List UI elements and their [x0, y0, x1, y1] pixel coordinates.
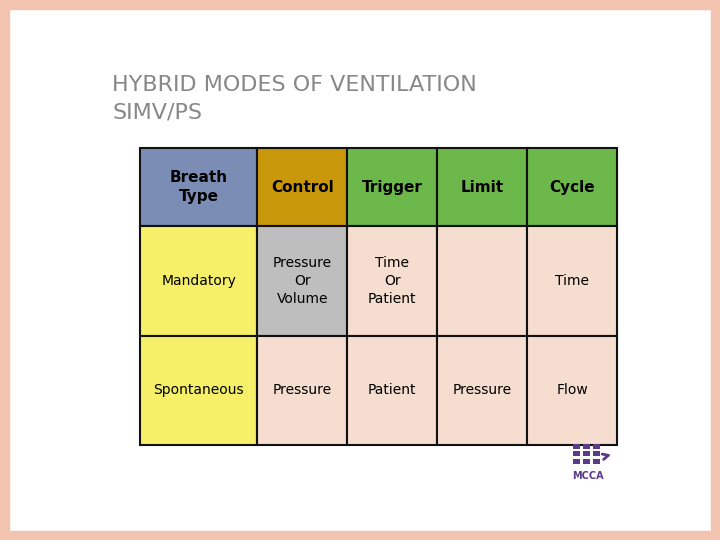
Text: HYBRID MODES OF VENTILATION: HYBRID MODES OF VENTILATION [112, 75, 477, 95]
Text: Time: Time [555, 274, 589, 288]
Bar [257, 336, 347, 446]
Bar [593, 451, 600, 456]
Text: Limit: Limit [461, 180, 504, 194]
Bar [572, 451, 580, 456]
Text: MCCA: MCCA [572, 471, 603, 482]
Text: Time
Or
Patient: Time Or Patient [368, 255, 416, 306]
Text: Cycle: Cycle [549, 180, 595, 194]
Bar [527, 336, 617, 446]
Text: Pressure: Pressure [273, 383, 332, 397]
Text: Mandatory: Mandatory [161, 274, 236, 288]
Bar [140, 148, 257, 226]
Text: Spontaneous: Spontaneous [153, 383, 244, 397]
Text: Flow: Flow [557, 383, 588, 397]
Bar [572, 443, 580, 449]
Bar [347, 226, 437, 336]
Bar [582, 458, 590, 464]
Bar [140, 226, 257, 336]
Bar [572, 458, 580, 464]
Text: Control: Control [271, 180, 333, 194]
Bar [347, 148, 437, 226]
Text: Patient: Patient [368, 383, 416, 397]
Text: SIMV/PS: SIMV/PS [112, 102, 202, 122]
Bar [437, 148, 527, 226]
Text: Pressure: Pressure [453, 383, 512, 397]
Bar [437, 226, 527, 336]
Bar [437, 336, 527, 446]
Bar [140, 336, 257, 446]
Bar [257, 226, 347, 336]
Bar [593, 443, 600, 449]
Bar [257, 148, 347, 226]
Bar [593, 458, 600, 464]
Text: Pressure
Or
Volume: Pressure Or Volume [273, 255, 332, 306]
Bar [527, 226, 617, 336]
Bar [347, 336, 437, 446]
Text: Breath
Type: Breath Type [170, 170, 228, 204]
Text: Trigger: Trigger [362, 180, 423, 194]
Bar [582, 443, 590, 449]
Bar [527, 148, 617, 226]
Bar [582, 451, 590, 456]
